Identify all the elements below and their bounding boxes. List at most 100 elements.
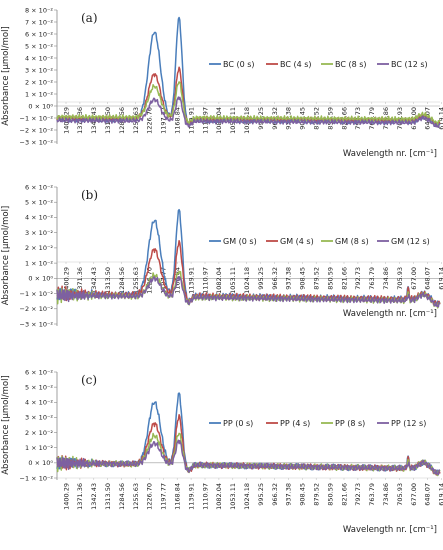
panel-label: (b) <box>81 188 98 202</box>
chart-panel-3: 6 × 10⁻² 5 × 10⁻² 4 × 10⁻² 3 × 10⁻² 2 × 10⁻²… <box>1 368 443 535</box>
x-tick-label: 879.52 <box>313 483 321 506</box>
y-tick-label: 6 × 10⁻² <box>25 368 53 376</box>
legend-label: PP (0 s) <box>223 419 253 428</box>
x-tick-label: 966.32 <box>271 483 279 506</box>
y-tick-label: 3 × 10⁻² <box>25 229 53 237</box>
y-tick-label: 2 × 10⁻² <box>25 429 53 437</box>
y-tick-label: 3 × 10⁻² <box>25 66 53 74</box>
y-tick-label: 6 × 10⁻² <box>25 183 53 191</box>
legend-label: GM (8 s) <box>335 237 369 246</box>
legend-item: BC (8 s) <box>321 60 367 69</box>
panel-label: (a) <box>81 11 98 25</box>
x-tick-label: 850.59 <box>326 483 334 506</box>
legend-label: PP (4 s) <box>280 419 310 428</box>
x-tick-label: 763.79 <box>368 483 376 506</box>
y-tick-label: 0 × 10⁰ <box>28 102 53 110</box>
chart-panel-1: 8 × 10⁻² 7 × 10⁻² 6 × 10⁻² 5 × 10⁻² 4 × 10⁻²… <box>1 6 443 159</box>
legend-item: PP (12 s) <box>377 419 426 428</box>
legend-item: BC (4 s) <box>266 60 312 69</box>
x-tick-label: 1168.84 <box>174 483 182 510</box>
x-tick-label: 821.66 <box>340 483 348 506</box>
legend-item: PP (8 s) <box>321 419 365 428</box>
x-tick-label: 1139.91 <box>187 483 195 510</box>
y-tick-label: 5 × 10⁻² <box>25 199 53 207</box>
y-tick-label: 0 × 10⁰ <box>28 275 53 283</box>
x-tick-label: 1053.11 <box>229 267 237 294</box>
x-tick-label: 1313.50 <box>104 267 112 294</box>
y-tick-label: 4 × 10⁻² <box>25 54 53 62</box>
series-line <box>56 432 441 477</box>
legend-item: GM (12 s) <box>377 237 430 246</box>
x-tick-label: 1197.77 <box>160 483 168 510</box>
x-tick-label: 1342.43 <box>90 267 98 294</box>
y-tick-label: −2 × 10⁻² <box>20 126 54 134</box>
x-tick-label: 1371.36 <box>76 267 84 294</box>
x-axis-title: Wavelength nr. [cm⁻¹] <box>343 309 437 319</box>
y-tick-label: −1 × 10⁻² <box>20 290 54 298</box>
x-tick-label: 1110.97 <box>201 483 209 510</box>
y-tick-label: 4 × 10⁻² <box>25 399 53 407</box>
x-tick-label: 966.32 <box>271 267 279 290</box>
x-tick-label: 734.86 <box>382 483 390 506</box>
legend-item: BC (12 s) <box>377 60 428 69</box>
y-axis-title: Absorbance [µmol/mol] <box>1 375 11 475</box>
legend-label: PP (12 s) <box>391 419 426 428</box>
x-tick-label: 1400.29 <box>62 483 70 510</box>
x-tick-label: 677.00 <box>410 267 418 290</box>
x-tick-label: 1024.18 <box>243 267 251 294</box>
legend-item: GM (4 s) <box>266 237 314 246</box>
x-tick-label: 937.38 <box>285 267 293 290</box>
x-tick-label: 792.73 <box>354 267 362 290</box>
legend-item: PP (4 s) <box>266 419 310 428</box>
y-tick-label: 6 × 10⁻² <box>25 30 53 38</box>
x-tick-label: 648.07 <box>424 483 432 506</box>
x-tick-label: 937.38 <box>285 483 293 506</box>
y-tick-label: 1 × 10⁻² <box>25 444 53 452</box>
x-tick-label: 1255.63 <box>132 483 140 510</box>
x-tick-label: 734.86 <box>382 267 390 290</box>
x-tick-label: 1226.70 <box>146 483 154 510</box>
legend-item: PP (0 s) <box>209 419 253 428</box>
y-tick-label: 2 × 10⁻² <box>25 244 53 252</box>
legend-label: GM (12 s) <box>391 237 430 246</box>
x-tick-label: 705.93 <box>396 267 404 290</box>
x-tick-label: 1082.04 <box>215 267 223 294</box>
y-tick-label: 1 × 10⁻² <box>25 90 53 98</box>
x-tick-label: 821.66 <box>340 267 348 290</box>
x-tick-label: 1313.50 <box>104 483 112 510</box>
x-tick-label: 1284.56 <box>118 483 126 510</box>
x-tick-label: 763.79 <box>368 267 376 290</box>
y-tick-label: 1 × 10⁻² <box>25 259 53 267</box>
y-tick-label: −2 × 10⁻² <box>20 305 54 313</box>
x-tick-label: 908.45 <box>299 267 307 290</box>
x-axis-title: Wavelength nr. [cm⁻¹] <box>343 525 437 535</box>
y-tick-label: 0 × 10⁰ <box>28 459 53 467</box>
y-tick-label: 8 × 10⁻² <box>25 6 53 14</box>
x-tick-label: 1082.04 <box>215 483 223 510</box>
x-axis-title: Wavelength nr. [cm⁻¹] <box>343 149 437 159</box>
x-tick-label: 995.25 <box>257 267 265 290</box>
y-tick-label: −1 × 10⁻² <box>20 114 54 122</box>
x-tick-label: 705.93 <box>396 483 404 506</box>
x-tick-label: 1053.11 <box>229 483 237 510</box>
y-axis-title: Absorbance [µmol/mol] <box>1 26 11 126</box>
chart-panel-2: 6 × 10⁻² 5 × 10⁻² 4 × 10⁻² 3 × 10⁻² 2 × 10⁻²… <box>1 183 443 328</box>
y-tick-label: 5 × 10⁻² <box>25 383 53 391</box>
series-line <box>56 81 441 126</box>
x-tick-label: 1197.77 <box>160 107 168 134</box>
legend-label: BC (12 s) <box>391 60 428 69</box>
x-tick-label: 1284.56 <box>118 267 126 294</box>
legend-item: GM (0 s) <box>209 237 257 246</box>
legend-item: BC (0 s) <box>209 60 255 69</box>
x-tick-label: 1024.18 <box>243 483 251 510</box>
y-tick-label: −3 × 10⁻² <box>20 320 54 328</box>
y-axis-title: Absorbance [µmol/mol] <box>1 206 11 306</box>
x-tick-label: 1110.97 <box>201 267 209 294</box>
x-tick-label: 1342.43 <box>90 483 98 510</box>
x-tick-label: 1400.29 <box>62 267 70 294</box>
legend-label: BC (0 s) <box>223 60 255 69</box>
legend-label: BC (4 s) <box>280 60 312 69</box>
panel-label: (c) <box>81 373 97 387</box>
series-line <box>56 276 441 308</box>
